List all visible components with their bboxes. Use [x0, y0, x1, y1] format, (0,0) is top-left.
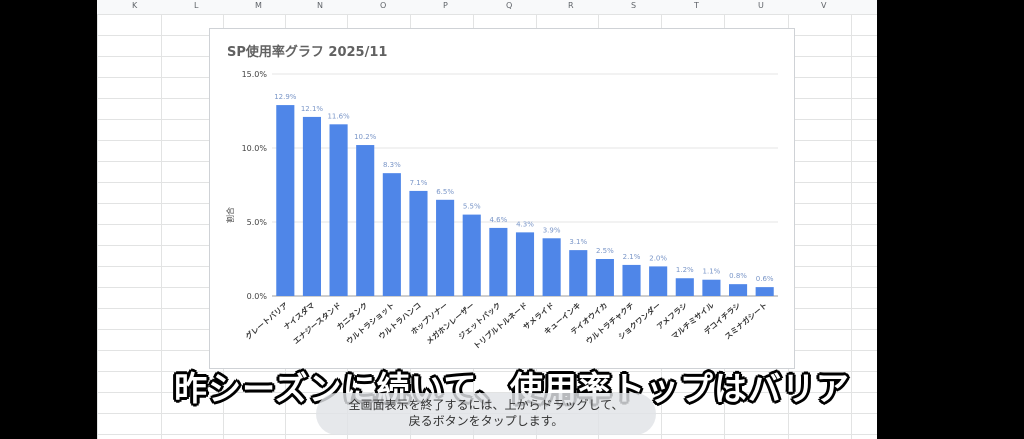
data-label: 12.1%: [301, 105, 324, 113]
bar: [728, 284, 748, 296]
column-header-l[interactable]: L: [194, 1, 199, 10]
x-tick-label: メガホンレーザー: [424, 300, 476, 346]
y-tick-label: 15.0%: [242, 70, 268, 79]
data-label: 5.5%: [463, 203, 481, 211]
bar: [462, 214, 481, 296]
bar: [409, 190, 428, 296]
bar: [436, 199, 455, 296]
bar: [702, 279, 721, 296]
data-label: 3.9%: [543, 226, 561, 234]
x-tick-label: ウルトラチャクチ: [583, 300, 635, 346]
bar: [649, 266, 668, 296]
column-gridline: [851, 14, 852, 439]
data-label: 4.3%: [516, 220, 534, 228]
bar: [569, 250, 588, 296]
column-header-o[interactable]: O: [380, 1, 387, 10]
data-label: 2.0%: [649, 254, 667, 262]
column-header-s[interactable]: S: [631, 1, 637, 10]
column-gridline: [97, 14, 98, 439]
column-header-n[interactable]: N: [317, 1, 323, 10]
data-label: 11.6%: [327, 112, 350, 120]
bar: [515, 232, 535, 296]
data-label: 4.6%: [489, 216, 507, 224]
bar-series: [276, 105, 774, 296]
column-header-row: K L M N O P Q R S T U V: [97, 0, 877, 15]
y-tick-label: 10.0%: [242, 144, 268, 153]
bar: [755, 287, 774, 296]
bar: [622, 264, 641, 296]
data-label: 7.1%: [410, 179, 428, 187]
data-label: 0.8%: [729, 272, 747, 280]
y-tick-label: 5.0%: [247, 218, 268, 227]
column-header-k[interactable]: K: [132, 1, 138, 10]
toast-line-2: 戻るボタンをタップします。: [408, 414, 564, 428]
column-header-v[interactable]: V: [821, 1, 827, 10]
data-label: 1.2%: [676, 266, 694, 274]
data-label: 8.3%: [383, 161, 401, 169]
column-header-q[interactable]: Q: [506, 1, 513, 10]
y-tick-label: 0.0%: [247, 292, 268, 301]
row-gridline: [97, 14, 877, 15]
data-label: 1.1%: [703, 268, 721, 276]
bar: [595, 259, 614, 296]
bar: [302, 116, 322, 296]
data-label: 2.1%: [623, 253, 641, 261]
column-header-m[interactable]: M: [255, 1, 262, 10]
row-gridline: [97, 371, 877, 372]
column-header-u[interactable]: U: [758, 1, 764, 10]
fullscreen-toast: 全画面表示を終了するには、上からドラッグして、 戻るボタンをタップします。: [316, 393, 656, 435]
bar: [489, 227, 508, 296]
x-tick-label: ウルトラショット: [344, 301, 396, 346]
x-tick-label: エナジースタンド: [291, 300, 343, 346]
row-gridline: [97, 392, 877, 393]
column-gridline: [161, 14, 162, 439]
chart-title: SP使用率グラフ 2025/11: [227, 44, 387, 60]
bar: [329, 124, 348, 296]
x-tick-label: グレートバリア: [243, 300, 290, 342]
y-tick-labels: 0.0% 5.0% 10.0% 15.0%: [242, 70, 268, 301]
column-header-t[interactable]: T: [694, 1, 699, 10]
column-header-p[interactable]: P: [443, 1, 448, 10]
bar-chart: SP使用率グラフ 2025/11 割合 0.0% 5.0% 10.0% 15.0% 1…: [225, 44, 778, 351]
bar: [542, 238, 561, 296]
y-axis-label: 割合: [225, 207, 235, 223]
data-labels: 12.9% 12.1%11.6% 10.2% 8.3% 7.1% 6.5% 5.5% 4.6%…: [274, 93, 774, 283]
bar: [675, 278, 694, 296]
data-label: 3.1%: [569, 238, 587, 246]
bar: [276, 105, 295, 296]
data-label: 6.5%: [436, 188, 454, 196]
bar: [382, 173, 401, 296]
data-label: 12.9%: [274, 93, 297, 101]
column-header-r[interactable]: R: [568, 1, 574, 10]
toast-line-1: 全画面表示を終了するには、上からドラッグして、: [348, 398, 624, 412]
data-label: 2.5%: [596, 247, 614, 255]
x-tick-labels: グレートバリアナイスダマエナジースタンドカニタンクウルトラショットウルトラハンコ…: [243, 300, 769, 351]
data-label: 0.6%: [756, 275, 774, 283]
bar: [356, 145, 375, 296]
chart-panel[interactable]: SP使用率グラフ 2025/11 割合 0.0% 5.0% 10.0% 15.0% 1…: [209, 28, 795, 369]
data-label: 10.2%: [354, 133, 377, 141]
